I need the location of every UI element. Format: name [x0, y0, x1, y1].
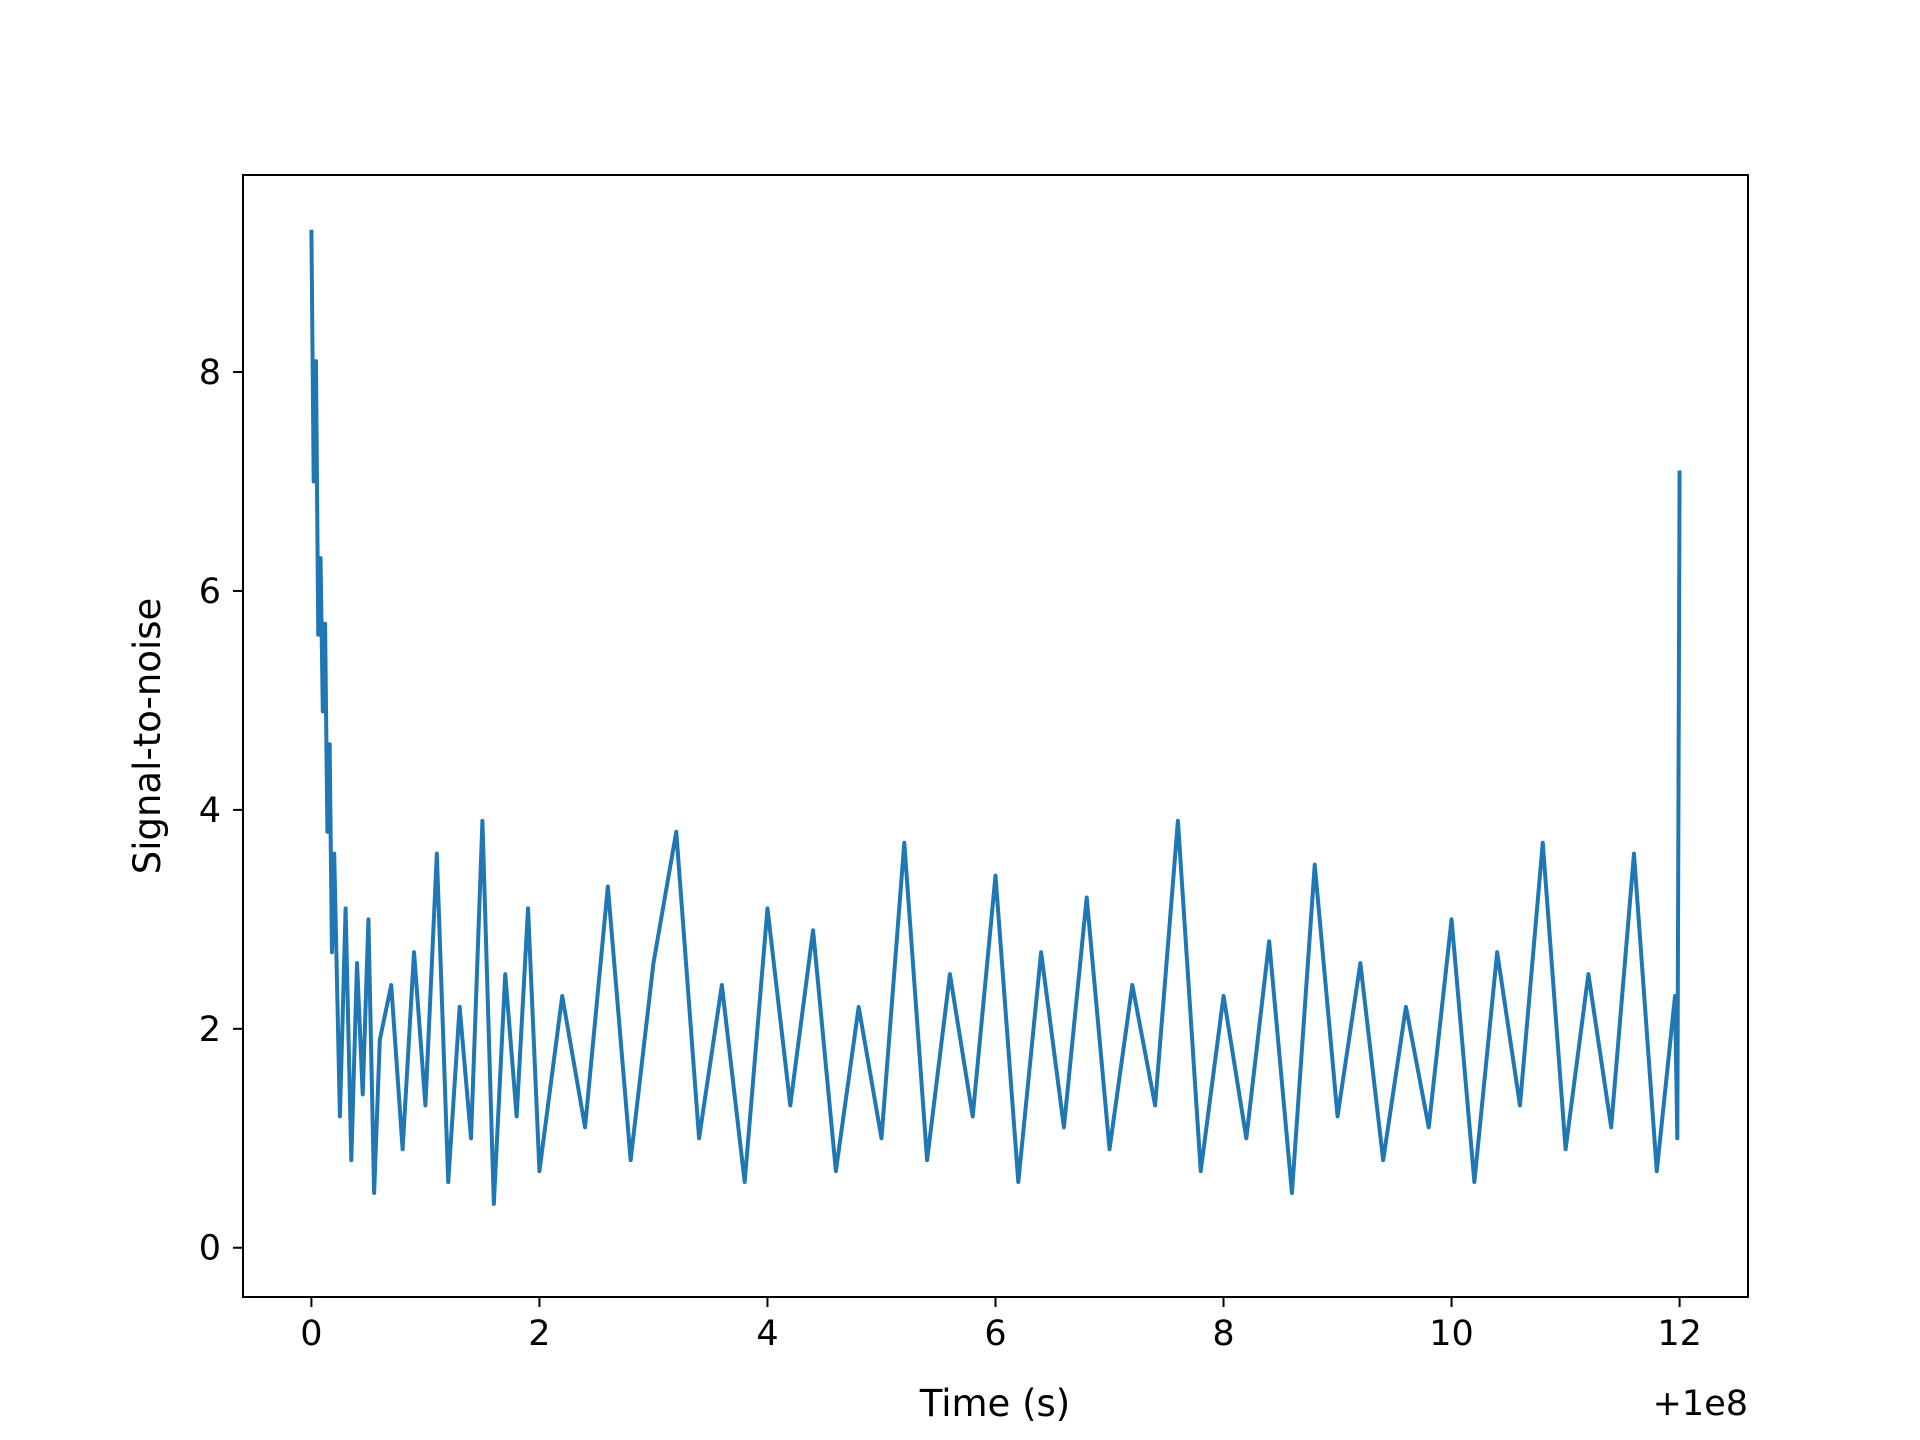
x-tick-label: 4: [756, 1314, 778, 1354]
x-tick-label: 8: [1212, 1314, 1234, 1354]
x-tick-label: 12: [1657, 1314, 1702, 1354]
y-axis: 0 2 4 6 8: [199, 353, 243, 1269]
series-line-0: [309, 229, 1682, 1206]
y-tick-label: 2: [199, 1010, 221, 1050]
y-tick-label: 6: [199, 572, 221, 612]
y-tick-label: 0: [199, 1229, 221, 1269]
y-axis-label: Signal-to-noise: [126, 598, 169, 875]
x-tick-label: 10: [1429, 1314, 1474, 1354]
x-axis: 0 2 4 6 8 10 12: [300, 1297, 1702, 1354]
x-axis-label: Time (s): [919, 1382, 1070, 1425]
x-tick-label: 6: [984, 1314, 1006, 1354]
series-layer: [309, 229, 1682, 1206]
x-tick-label: 0: [300, 1314, 322, 1354]
x-tick-label: 2: [528, 1314, 550, 1354]
x-axis-offset-label: +1e8: [1653, 1384, 1748, 1424]
y-tick-label: 4: [199, 791, 221, 831]
y-tick-label: 8: [199, 353, 221, 393]
